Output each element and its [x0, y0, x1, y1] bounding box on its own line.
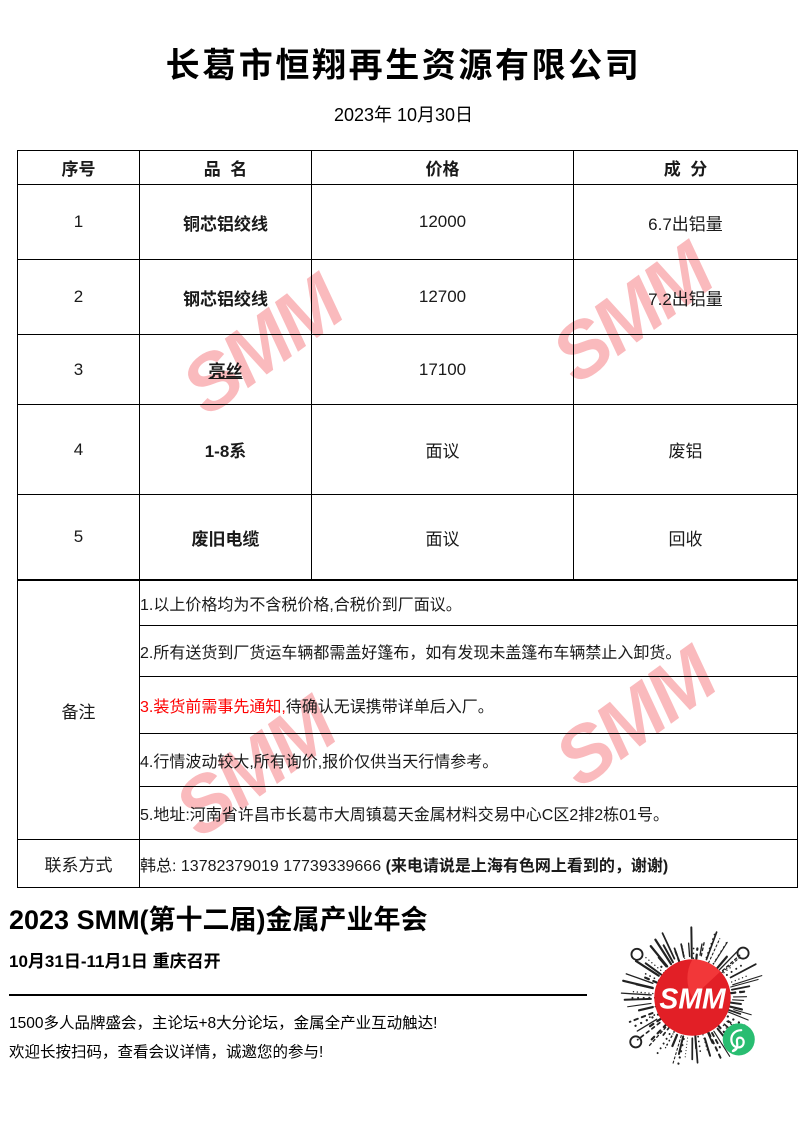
svg-text:SMM: SMM	[659, 984, 727, 1016]
